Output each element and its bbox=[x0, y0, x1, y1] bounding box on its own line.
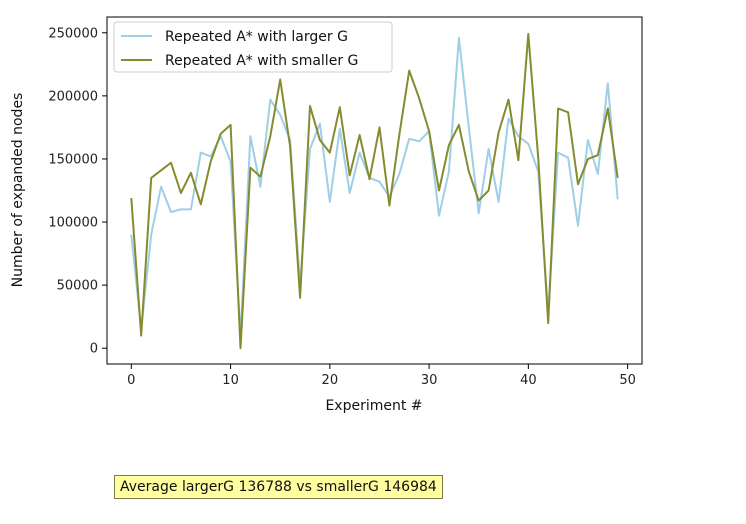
series-line-larger-g bbox=[130, 36, 619, 337]
x-tick-label: 10 bbox=[222, 373, 239, 388]
x-tick-label: 0 bbox=[127, 373, 135, 388]
legend-box bbox=[113, 21, 393, 73]
x-axis-ticks: 0 10 20 30 40 50 bbox=[127, 364, 636, 388]
y-tick-label: 200000 bbox=[48, 89, 98, 104]
y-tick-label: 100000 bbox=[48, 216, 98, 231]
x-axis-title: Experiment # bbox=[325, 398, 422, 414]
summary-text: Average largerG 136788 vs smallerG 14698… bbox=[120, 479, 437, 495]
legend-label-larger-g: Repeated A* with larger G bbox=[165, 29, 348, 45]
summary-annotation: Average largerG 136788 vs smallerG 14698… bbox=[114, 475, 443, 499]
series-lines bbox=[130, 33, 619, 350]
legend: Repeated A* with larger G Repeated A* wi… bbox=[113, 21, 393, 73]
x-tick-label: 50 bbox=[619, 373, 636, 388]
series-line-smaller-g bbox=[130, 33, 619, 350]
y-tick-label: 50000 bbox=[57, 279, 98, 294]
x-tick-label: 40 bbox=[520, 373, 537, 388]
x-tick-label: 30 bbox=[421, 373, 438, 388]
y-tick-label: 150000 bbox=[48, 152, 98, 167]
y-tick-label: 0 bbox=[90, 342, 98, 357]
x-tick-label: 20 bbox=[322, 373, 339, 388]
y-axis-ticks: 0 50000 100000 150000 200000 250000 bbox=[48, 26, 107, 357]
legend-label-smaller-g: Repeated A* with smaller G bbox=[165, 53, 358, 69]
y-axis-title: Number of expanded nodes bbox=[10, 93, 26, 288]
line-chart: 0 10 20 30 40 50 0 50000 100000 150000 200000 2500… bbox=[10, 16, 643, 414]
y-tick-label: 250000 bbox=[48, 26, 98, 41]
